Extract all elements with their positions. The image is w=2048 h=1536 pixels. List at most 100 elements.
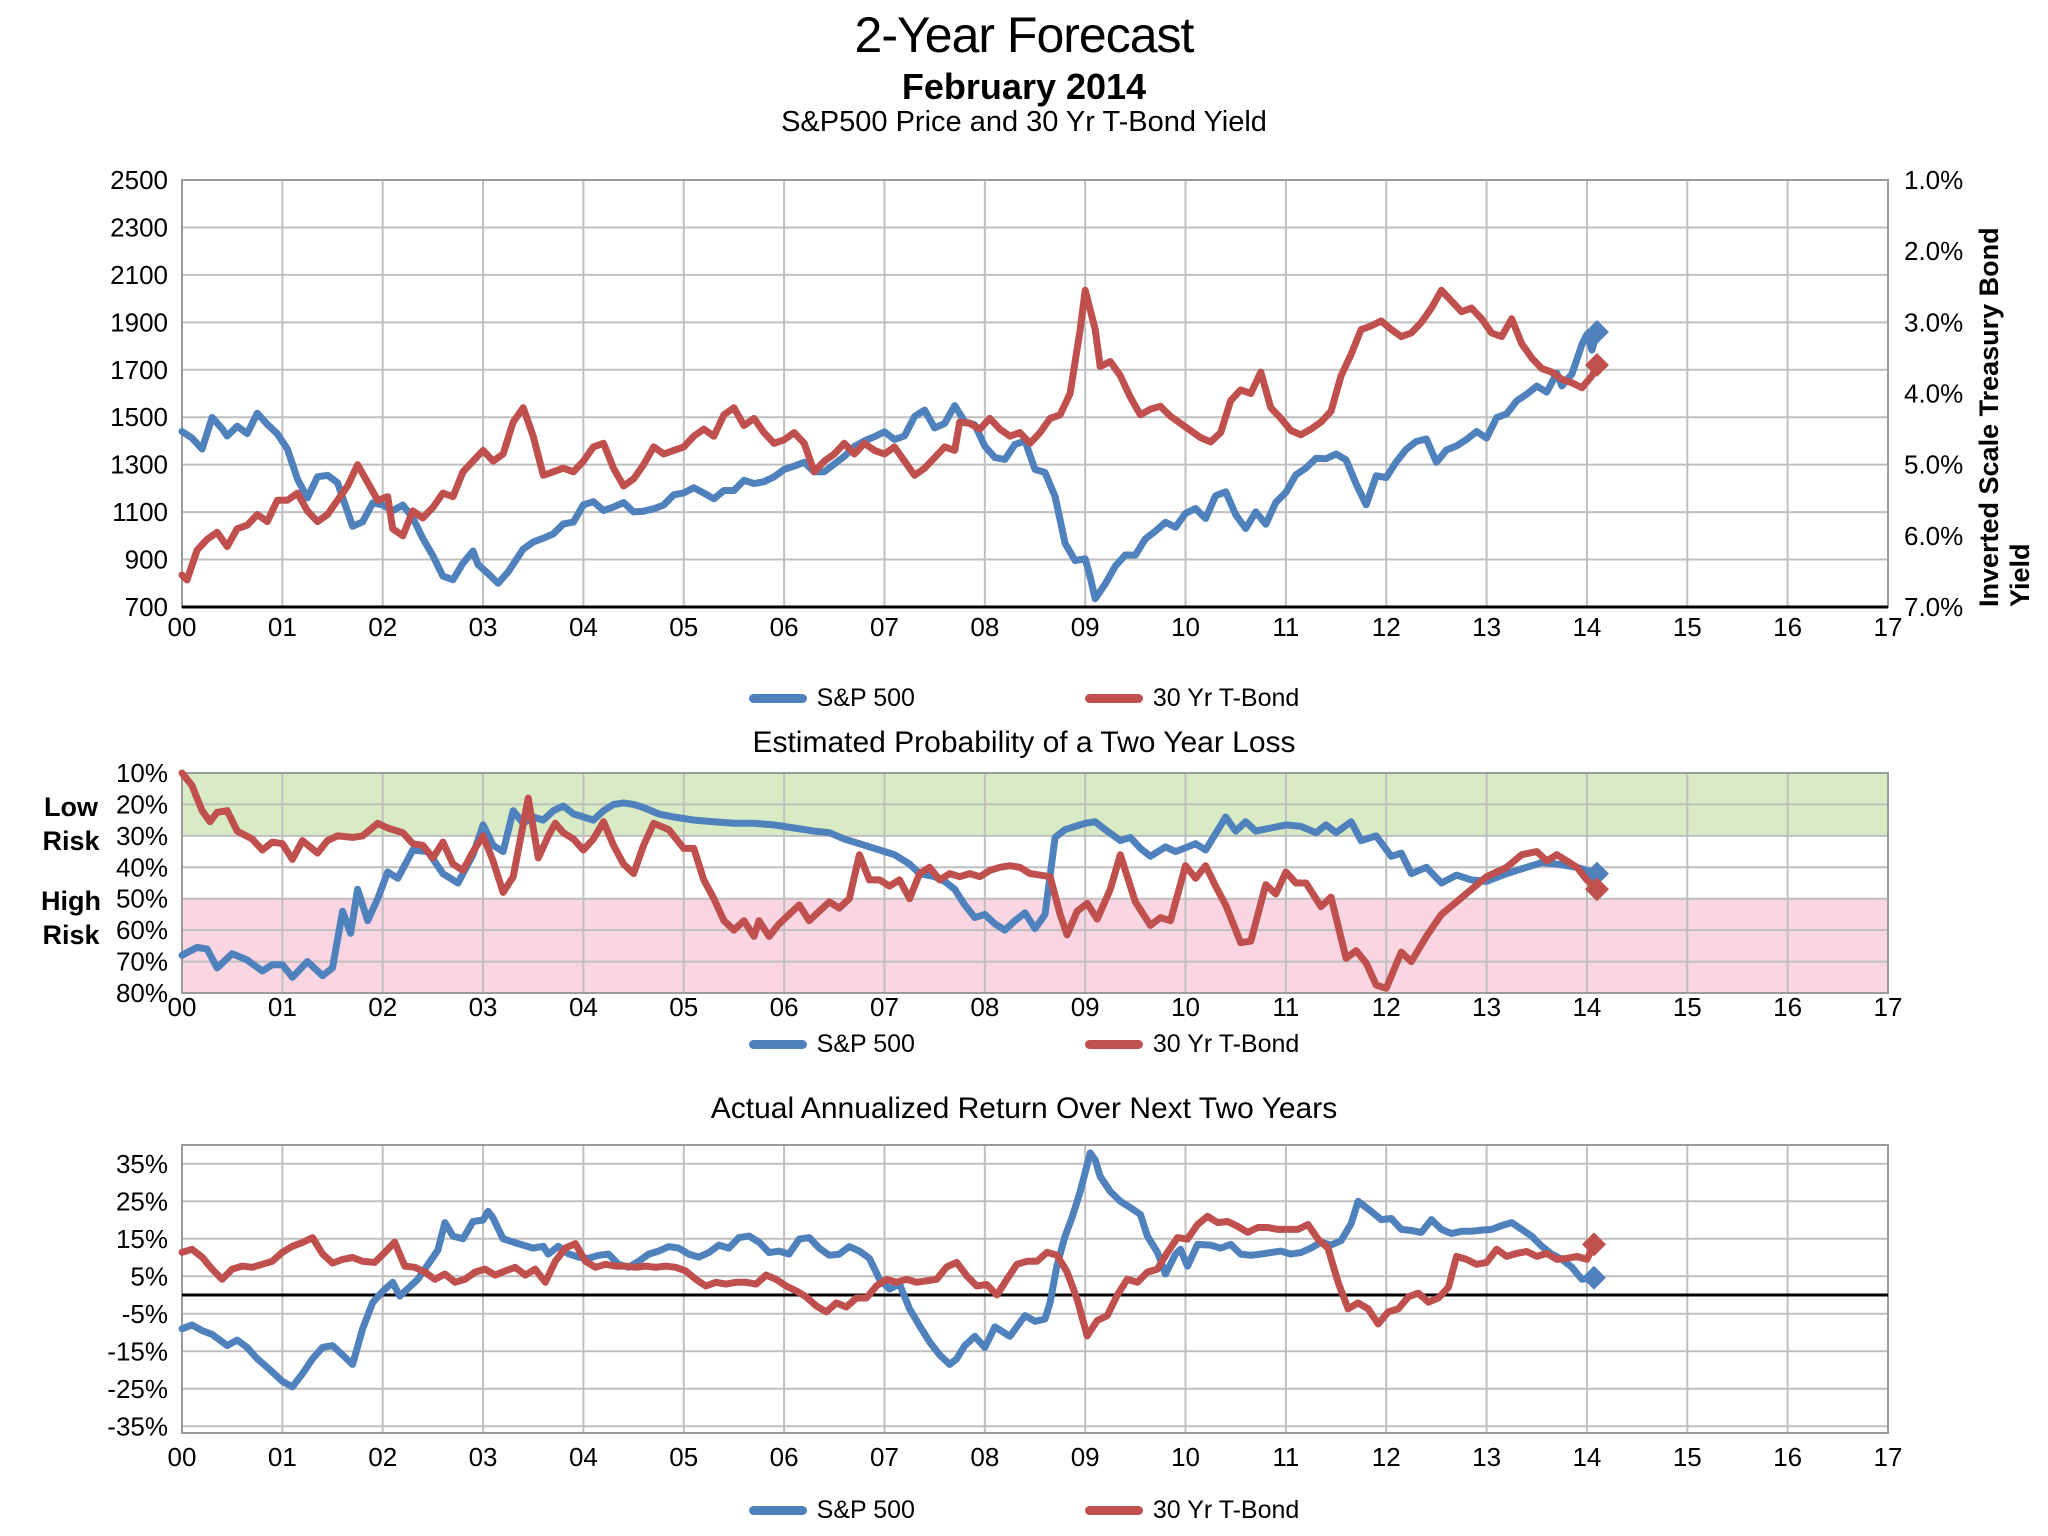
x-axis-tick-label: 04 <box>569 992 598 1022</box>
legend-item-tbond: 30 Yr T-Bond <box>1084 1030 1299 1059</box>
legend-item-sp500: S&P 500 <box>748 1030 915 1059</box>
x-axis-tick-label: 17 <box>1874 612 1903 642</box>
x-axis-tick-label: 17 <box>1874 1442 1903 1472</box>
end-marker-tbond <box>1581 1232 1606 1257</box>
x-axis-tick-label: 02 <box>368 612 397 642</box>
x-axis-tick-label: 04 <box>569 1442 598 1472</box>
x-axis-tick-label: 10 <box>1171 992 1200 1022</box>
series-line-sp500 <box>178 1149 1598 1391</box>
right-axis-tick-label: 7.0% <box>1904 592 1963 622</box>
y-axis-tick-label: 2100 <box>110 260 168 290</box>
x-axis-tick-label: 11 <box>1272 612 1299 642</box>
y-axis-tick-label: 1500 <box>110 402 168 432</box>
end-marker-tbond <box>1584 353 1609 378</box>
series-line-tbond <box>178 286 1601 584</box>
y-axis-tick-label: 20% <box>116 789 168 819</box>
legend-item-tbond: 30 Yr T-Bond <box>1084 684 1300 713</box>
x-axis-tick-label: 12 <box>1372 1442 1401 1472</box>
x-axis-tick-label: 05 <box>669 1442 698 1472</box>
x-axis-tick-label: 07 <box>870 1442 899 1472</box>
y-axis-tick-label: 2300 <box>110 212 168 242</box>
x-axis-tick-label: 05 <box>669 612 698 642</box>
x-axis-tick-label: 09 <box>1071 992 1100 1022</box>
y-axis-tick-label: 35% <box>116 1149 168 1179</box>
x-axis-tick-label: 06 <box>770 612 799 642</box>
y-axis-tick-label: 70% <box>116 947 168 977</box>
sp500-legend-label: S&P 500 <box>816 1496 915 1524</box>
series-line-sp500 <box>178 799 1601 981</box>
x-axis-tick-label: 06 <box>770 992 799 1022</box>
tbond-legend-label: 30 Yr T-Bond <box>1152 1496 1300 1524</box>
x-axis-tick-label: 13 <box>1472 1442 1501 1472</box>
right-axis-tick-label: 3.0% <box>1904 307 1963 337</box>
chart1-legend: S&P 500 30 Yr T-Bond <box>0 684 2048 713</box>
end-marker-tbond <box>1584 877 1609 902</box>
y-axis-tick-label: 900 <box>125 545 168 575</box>
x-axis-tick-label: 08 <box>970 612 999 642</box>
x-axis-tick-label: 00 <box>168 1442 197 1472</box>
x-axis-tick-label: 12 <box>1372 992 1401 1022</box>
x-axis-tick-label: 00 <box>168 992 197 1022</box>
chart1-title: S&P500 Price and 30 Yr T-Bond Yield <box>781 106 1267 138</box>
page-title: 2-Year Forecast <box>854 7 1195 63</box>
series-line-sp500 <box>178 328 1601 603</box>
x-axis-tick-label: 14 <box>1572 1442 1601 1472</box>
chart3-legend: S&P 500 30 Yr T-Bond <box>0 1496 2048 1525</box>
date-subtitle: February 2014 <box>901 66 1147 107</box>
end-marker-sp500 <box>1584 320 1609 345</box>
x-axis-tick-label: 01 <box>268 992 297 1022</box>
x-axis-tick-label: 14 <box>1572 612 1601 642</box>
x-axis-tick-label: 07 <box>870 612 899 642</box>
y-axis-tick-label: 25% <box>116 1186 168 1216</box>
y-axis-tick-label: 60% <box>116 915 168 945</box>
right-axis-tick-label: 6.0% <box>1904 521 1963 551</box>
end-marker-sp500 <box>1581 1265 1606 1290</box>
x-axis-tick-label: 03 <box>469 612 498 642</box>
risk-band <box>182 898 1888 993</box>
x-axis-tick-label: 15 <box>1673 1442 1702 1472</box>
plot-border <box>181 179 1889 608</box>
y-axis-tick-label: 15% <box>116 1224 168 1254</box>
x-axis-tick-label: 06 <box>770 1442 799 1472</box>
y-axis-tick-label: 30% <box>116 821 168 851</box>
x-axis-tick-label: 03 <box>469 992 498 1022</box>
y-axis-tick-label: 2500 <box>110 165 168 195</box>
y-axis-tick-label: 80% <box>116 978 168 1008</box>
x-axis-tick-label: 09 <box>1071 1442 1100 1472</box>
x-axis-tick-label: 14 <box>1572 992 1601 1022</box>
y-axis-tick-label: -5% <box>122 1299 168 1329</box>
x-axis-tick-label: 02 <box>368 992 397 1022</box>
y-axis-tick-label: 1900 <box>110 307 168 337</box>
x-axis-tick-label: 00 <box>168 612 197 642</box>
legend-item-tbond: 30 Yr T-Bond <box>1084 1496 1300 1525</box>
tbond-legend-label: 30 Yr T-Bond <box>1152 684 1300 712</box>
y-axis-tick-label: 40% <box>116 852 168 882</box>
plot-border <box>181 772 1889 994</box>
chart2-title: Estimated Probability of a Two Year Loss <box>752 726 1296 759</box>
series-line-tbond <box>178 769 1601 992</box>
y-axis-tick-label: 10% <box>116 758 168 788</box>
x-axis-tick-label: 03 <box>469 1442 498 1472</box>
right-axis-tick-label: 2.0% <box>1904 236 1963 266</box>
x-axis-tick-label: 05 <box>669 992 698 1022</box>
sp500-line-swatch <box>748 694 807 703</box>
tbond-line-swatch <box>1084 1040 1143 1049</box>
low-risk-label: Low Risk <box>42 792 100 856</box>
right-axis-tick-label: 4.0% <box>1904 379 1963 409</box>
sp500-legend-label: S&P 500 <box>816 684 915 712</box>
right-axis-tick-label: 5.0% <box>1904 450 1963 480</box>
x-axis-tick-label: 08 <box>970 992 999 1022</box>
x-axis-tick-label: 04 <box>569 612 598 642</box>
x-axis-tick-label: 16 <box>1773 612 1802 642</box>
y-axis-tick-label: -15% <box>107 1336 168 1366</box>
x-axis-tick-label: 16 <box>1773 992 1802 1022</box>
x-axis-tick-label: 11 <box>1272 1442 1299 1472</box>
tbond-line-swatch <box>1084 1506 1143 1515</box>
legend-item-sp500: S&P 500 <box>748 1496 915 1525</box>
x-axis-tick-label: 02 <box>368 1442 397 1472</box>
y-axis-tick-label: -25% <box>107 1374 168 1404</box>
x-axis-tick-label: 10 <box>1171 612 1200 642</box>
tbond-line-swatch <box>1084 694 1143 703</box>
x-axis-tick-label: 10 <box>1171 1442 1200 1472</box>
